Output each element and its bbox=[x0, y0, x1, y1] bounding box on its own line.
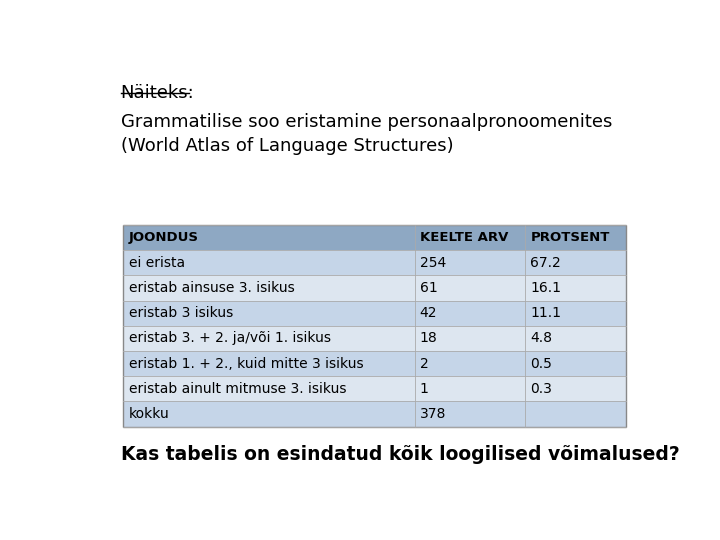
Text: 61: 61 bbox=[420, 281, 438, 295]
Text: eristab ainsuse 3. isikus: eristab ainsuse 3. isikus bbox=[128, 281, 294, 295]
Text: 18: 18 bbox=[420, 332, 438, 345]
Text: eristab 1. + 2., kuid mitte 3 isikus: eristab 1. + 2., kuid mitte 3 isikus bbox=[128, 356, 363, 370]
FancyBboxPatch shape bbox=[124, 275, 626, 300]
FancyBboxPatch shape bbox=[124, 401, 626, 427]
Text: 378: 378 bbox=[420, 407, 446, 421]
Text: 42: 42 bbox=[420, 306, 437, 320]
FancyBboxPatch shape bbox=[124, 376, 626, 401]
FancyBboxPatch shape bbox=[124, 225, 626, 250]
Text: 4.8: 4.8 bbox=[530, 332, 552, 345]
FancyBboxPatch shape bbox=[124, 326, 626, 351]
FancyBboxPatch shape bbox=[124, 351, 626, 376]
Text: 67.2: 67.2 bbox=[530, 256, 561, 269]
Text: 2: 2 bbox=[420, 356, 428, 370]
Text: 1: 1 bbox=[420, 382, 428, 396]
Text: ei erista: ei erista bbox=[128, 256, 184, 269]
Text: 11.1: 11.1 bbox=[530, 306, 562, 320]
Text: 0.5: 0.5 bbox=[530, 356, 552, 370]
Text: 16.1: 16.1 bbox=[530, 281, 562, 295]
Text: 0.3: 0.3 bbox=[530, 382, 552, 396]
Text: JOONDUS: JOONDUS bbox=[128, 231, 199, 244]
Text: Näiteks:: Näiteks: bbox=[121, 84, 194, 102]
FancyBboxPatch shape bbox=[124, 250, 626, 275]
Text: Kas tabelis on esindatud kõik loogilised võimalused?: Kas tabelis on esindatud kõik loogilised… bbox=[121, 446, 680, 464]
Text: eristab ainult mitmuse 3. isikus: eristab ainult mitmuse 3. isikus bbox=[128, 382, 346, 396]
Text: eristab 3. + 2. ja/või 1. isikus: eristab 3. + 2. ja/või 1. isikus bbox=[128, 332, 330, 345]
Text: kokku: kokku bbox=[128, 407, 169, 421]
Text: 254: 254 bbox=[420, 256, 446, 269]
FancyBboxPatch shape bbox=[124, 300, 626, 326]
Text: Grammatilise soo eristamine personaalpronoomenites
(World Atlas of Language Stru: Grammatilise soo eristamine personaalpro… bbox=[121, 113, 612, 155]
Text: PROTSENT: PROTSENT bbox=[530, 231, 610, 244]
Text: eristab 3 isikus: eristab 3 isikus bbox=[128, 306, 233, 320]
Text: KEELTE ARV: KEELTE ARV bbox=[420, 231, 508, 244]
